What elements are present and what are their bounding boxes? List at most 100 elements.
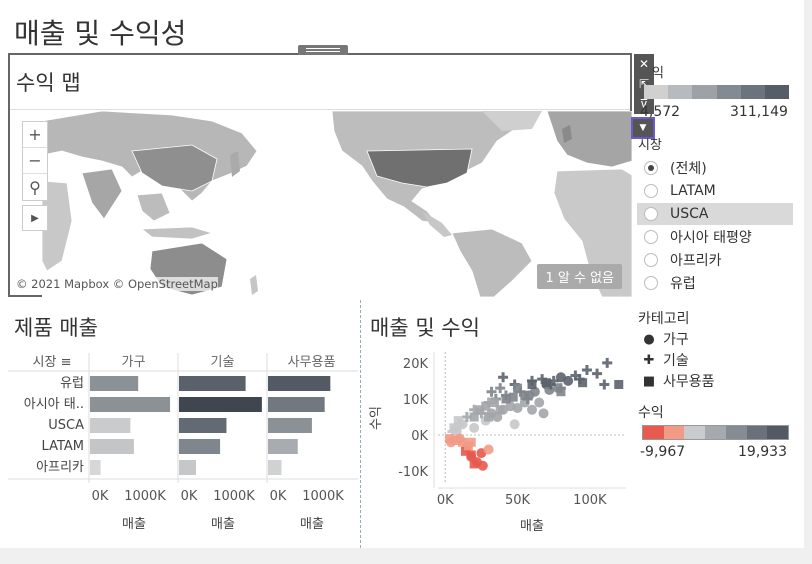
filter-icon[interactable]: ⊽ xyxy=(639,97,649,111)
scatter-point[interactable] xyxy=(538,408,549,419)
sales-bar[interactable] xyxy=(268,376,331,391)
scatter-point[interactable] xyxy=(469,412,479,422)
category-legend-item[interactable]: ● 가구 xyxy=(641,329,688,349)
radio-button[interactable] xyxy=(644,207,658,221)
scatter-point[interactable] xyxy=(469,459,479,469)
radio-button[interactable] xyxy=(644,253,658,267)
scatter-point[interactable] xyxy=(556,387,566,397)
radio-button[interactable] xyxy=(644,184,658,198)
scatter-point[interactable] xyxy=(602,357,613,368)
profit-map-panel[interactable]: 수익 맵 + − ⚲ xyxy=(8,45,632,297)
scatter-point[interactable] xyxy=(509,419,520,430)
worksheet-toolbar: ✕ ⇱ ⊽ xyxy=(634,54,654,114)
scatter-point[interactable] xyxy=(529,386,540,397)
more-options-icon[interactable]: ▼ xyxy=(631,117,655,139)
map-expand-button[interactable]: ▶ xyxy=(22,205,48,231)
expand-icon[interactable]: ⇱ xyxy=(638,77,650,91)
scatter-point[interactable] xyxy=(570,370,581,381)
revenue-legend-title: 익 xyxy=(652,66,664,81)
category-legend-item[interactable]: ✚ 기술 xyxy=(641,350,689,370)
scatter-point[interactable] xyxy=(469,422,480,433)
scatter-point[interactable] xyxy=(461,412,472,422)
map-zoom-controls: + − ⚲ xyxy=(22,121,48,201)
scatter-point[interactable] xyxy=(541,378,551,388)
sales-bar[interactable] xyxy=(179,376,246,391)
scatter-point[interactable] xyxy=(445,434,455,444)
scatter-point[interactable] xyxy=(475,405,485,415)
scatter-point[interactable] xyxy=(484,412,494,422)
scatter-point[interactable] xyxy=(581,365,592,376)
scatter-point[interactable] xyxy=(469,404,480,415)
zoom-out-button[interactable]: − xyxy=(23,148,47,174)
scatter-point[interactable] xyxy=(513,383,523,393)
category-legend-item[interactable]: ■ 사무용품 xyxy=(641,371,715,391)
scatter-point[interactable] xyxy=(483,444,494,455)
profit-legend-title: 수익 xyxy=(638,405,664,421)
scatter-point[interactable] xyxy=(453,416,463,426)
scatter-point[interactable] xyxy=(599,379,610,390)
scatter-point[interactable] xyxy=(489,398,499,408)
scatter-point[interactable] xyxy=(578,378,588,388)
sales-bar[interactable] xyxy=(268,460,282,475)
greenland xyxy=(482,111,542,131)
sales-bar[interactable] xyxy=(90,376,139,391)
drag-handle[interactable] xyxy=(298,45,348,55)
market-filter-option[interactable]: USCA xyxy=(637,203,793,225)
south-america xyxy=(451,228,533,297)
scatter-point[interactable] xyxy=(466,437,476,447)
scatter-point[interactable] xyxy=(520,390,530,400)
sales-bar[interactable] xyxy=(90,397,171,412)
sales-bar[interactable] xyxy=(268,439,298,454)
scatter-point[interactable] xyxy=(460,446,470,456)
scatter-point[interactable] xyxy=(495,405,505,415)
scatter-point[interactable] xyxy=(458,437,468,447)
scatter-point[interactable] xyxy=(548,375,559,386)
scatter-point[interactable] xyxy=(501,394,511,404)
market-filter-option[interactable]: (전체) xyxy=(637,157,793,179)
sales-bar[interactable] xyxy=(179,418,227,433)
zoom-in-button[interactable]: + xyxy=(23,122,47,148)
column-header: 가구 xyxy=(122,355,146,370)
scatter-point[interactable] xyxy=(481,401,491,411)
scatter-point[interactable] xyxy=(492,412,503,422)
unknown-location-badge[interactable]: 1 알 수 없음 xyxy=(537,264,622,289)
radio-button[interactable] xyxy=(644,276,658,290)
map-attribution[interactable]: © 2021 Mapbox © OpenStreetMap xyxy=(16,277,218,291)
sales-bar[interactable] xyxy=(179,460,196,475)
scatter-point[interactable] xyxy=(512,402,523,413)
sales-bar[interactable] xyxy=(179,397,262,412)
scatter-point[interactable] xyxy=(527,380,537,389)
profit-ramp-swatch xyxy=(767,426,789,439)
scatter-point[interactable] xyxy=(563,375,574,386)
radio-button[interactable] xyxy=(644,161,658,175)
scatter-point[interactable] xyxy=(508,392,518,402)
profit-color-ramp xyxy=(642,425,789,440)
scatter-point[interactable] xyxy=(527,404,537,415)
sales-bar[interactable] xyxy=(268,397,325,412)
radio-button[interactable] xyxy=(644,230,658,244)
scatter-point[interactable] xyxy=(449,423,459,433)
scatter-point[interactable] xyxy=(486,386,497,397)
scatter-point[interactable] xyxy=(592,368,603,379)
scatter-point[interactable] xyxy=(452,435,462,445)
scatter-point[interactable] xyxy=(466,450,476,460)
sales-bar[interactable] xyxy=(179,439,221,454)
market-filter-option[interactable]: LATAM xyxy=(637,180,793,202)
sales-bar[interactable] xyxy=(90,460,101,475)
pin-icon[interactable]: ⚲ xyxy=(29,177,41,197)
market-filter-option[interactable]: 아프리카 xyxy=(637,249,793,271)
row-header[interactable]: 시장 ≡ xyxy=(33,355,72,370)
market-filter-option[interactable]: 유럽 xyxy=(637,272,793,294)
scatter-point[interactable] xyxy=(614,380,624,389)
scatter-point[interactable] xyxy=(534,397,545,408)
scatter-point[interactable] xyxy=(498,372,509,383)
sales-bar[interactable] xyxy=(90,439,134,454)
sales-bar[interactable] xyxy=(90,418,131,433)
scatter-point[interactable] xyxy=(495,383,506,394)
scatter-point[interactable] xyxy=(477,460,488,471)
market-filter-option[interactable]: 아시아 태평양 xyxy=(637,226,793,248)
close-icon[interactable]: ✕ xyxy=(638,57,650,71)
sales-bar[interactable] xyxy=(268,418,312,433)
